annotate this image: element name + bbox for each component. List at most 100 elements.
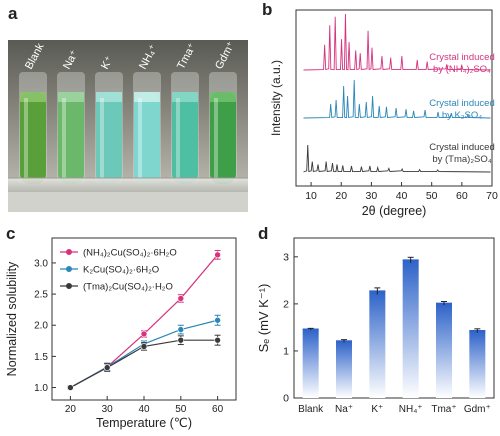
vial-label: K⁺ [99, 54, 116, 71]
vial [57, 72, 85, 184]
y-tick-label: 0 [283, 393, 289, 405]
data-point [103, 364, 111, 371]
seebeck-bar-chart: 0 1 2 3 Sₑ (mV K⁻¹) Blank Na⁺ K⁺ NH₄⁺ Tma⁺ Gdm⁺ [256, 237, 495, 415]
solubility-chart: 20 30 40 50 60 1.0 1.5 2.0 2.5 3.0 Temperature (℃)… [5, 237, 237, 430]
vial [133, 72, 161, 184]
series-label-line1: Crystal induced [429, 142, 494, 153]
x-tick-label: 20 [335, 190, 347, 202]
series-label-line2: by (NH₄)₂SO₄ [433, 64, 491, 75]
vial [209, 72, 237, 184]
data-point [214, 251, 221, 259]
data-point [140, 330, 148, 338]
bar [369, 291, 386, 398]
x-tick-label: 40 [396, 190, 408, 202]
x-tick-label: 50 [426, 190, 438, 202]
series-label-line2: by (Tma)₂SO₄ [432, 154, 491, 165]
vial-meniscus [20, 92, 46, 102]
xrd-series-line [303, 144, 491, 173]
vial-liquid [58, 92, 84, 184]
y-tick-label: 1.5 [34, 352, 48, 363]
x-tick-label: 30 [102, 404, 114, 415]
vial-liquid [172, 92, 198, 184]
panel-d-letter: d [258, 224, 269, 243]
vials-photo-svg: Blank Na⁺ K⁺ NH₄⁺ Tma⁺ Gdm⁺ [8, 40, 248, 212]
vial-meniscus [58, 92, 84, 102]
bar [402, 260, 419, 398]
x-tick-label: Na⁺ [335, 404, 353, 415]
x-tick-label: 20 [65, 404, 77, 415]
vials-photo: Blank Na⁺ K⁺ NH₄⁺ Tma⁺ Gdm⁺ [8, 40, 248, 212]
x-tick-label: 10 [305, 190, 317, 202]
panel-b-letter: b [262, 0, 273, 19]
bar [436, 303, 452, 398]
vial [19, 72, 47, 184]
x-tick-label: NH₄⁺ [399, 404, 423, 415]
x-tick-label: K⁺ [371, 404, 383, 415]
y-tick-label: 3 [283, 251, 289, 263]
panel-c-letter: c [6, 224, 16, 243]
panel-a-letter: a [8, 4, 18, 23]
legend-label: K₂Cu(SO₄)₂·6H₂O [83, 265, 159, 276]
bar [469, 330, 486, 398]
xrd-frame [295, 9, 493, 187]
vial-highlight [24, 98, 28, 178]
data-point [67, 384, 74, 391]
vial-meniscus [172, 92, 198, 102]
xrd-series-line [303, 79, 491, 119]
y-tick-label: 1 [283, 345, 289, 357]
x-tick-label: 40 [138, 404, 150, 415]
series-label-line2: by K₂SO₄ [442, 110, 482, 121]
legend-marker [66, 283, 72, 289]
bar [336, 341, 352, 398]
y-tick-label: 1.0 [34, 383, 48, 394]
x-axis-label: Temperature (℃) [96, 416, 192, 430]
legend-label: (Tma)₂Cu(SO₄)₂·H₂O [83, 282, 173, 293]
vial-highlight [176, 98, 180, 178]
x-tick-label: Blank [298, 404, 324, 415]
legend-marker [66, 249, 72, 255]
x-tick-label: Tma⁺ [431, 404, 456, 415]
data-point [140, 343, 148, 350]
vial-liquid [134, 92, 160, 184]
vial-meniscus [210, 92, 236, 102]
vial [95, 72, 123, 184]
y-tick-label: 3.0 [34, 258, 48, 269]
vial-liquid [96, 92, 122, 184]
data-point [214, 316, 221, 324]
x-tick-label: 60 [212, 404, 224, 415]
y-tick-label: 2.0 [34, 321, 48, 332]
vial [171, 72, 199, 184]
solubility-frame [51, 237, 237, 401]
y-tick-label: 2 [283, 298, 289, 310]
x-tick-label: 60 [456, 190, 468, 202]
x-tick-label: 70 [486, 190, 498, 202]
x-axis-label: 2θ (degree) [362, 204, 427, 218]
legend-marker [66, 266, 72, 272]
series-label-line1: Crystal induced [429, 98, 494, 109]
vial-highlight [214, 98, 218, 178]
vial-meniscus [134, 92, 160, 102]
y-axis-label: Normalized solubility [5, 261, 19, 376]
data-point [177, 326, 185, 333]
panel-b: b 10 20 30 40 50 60 70 2θ (degree) Intensity (a.… [262, 0, 500, 222]
y-axis-label: Intensity (a.u.) [269, 60, 283, 136]
xrd-chart: 10 20 30 40 50 60 70 2θ (degree) Intensity (a.u.… [269, 9, 498, 218]
vial-highlight [138, 98, 142, 178]
xrd-series-line [303, 13, 491, 71]
vial-meniscus [96, 92, 122, 102]
x-tick-label: Gdm⁺ [464, 404, 491, 415]
legend-label: (NH₄)₂Cu(SO₄)₂·6H₂O [83, 248, 177, 259]
vial-liquid [210, 92, 236, 184]
vial-liquid [20, 92, 46, 184]
panel-a: a Blank Na⁺ K⁺ NH₄⁺ Tma⁺ Gdm⁺ [8, 4, 248, 216]
x-tick-label: 50 [175, 404, 187, 415]
x-tick-label: 30 [366, 190, 378, 202]
vial-highlight [100, 98, 104, 178]
vial-highlight [62, 98, 66, 178]
y-axis-label: Sₑ (mV K⁻¹) [256, 284, 271, 353]
series-label-line1: Crystal induced [429, 52, 494, 63]
bar [302, 329, 319, 398]
bar-frame [293, 237, 495, 399]
data-point [177, 336, 185, 344]
panel-c: c 20 30 40 50 60 1.0 1.5 2.0 2.5 3.0 Temperature (… [0, 222, 250, 431]
